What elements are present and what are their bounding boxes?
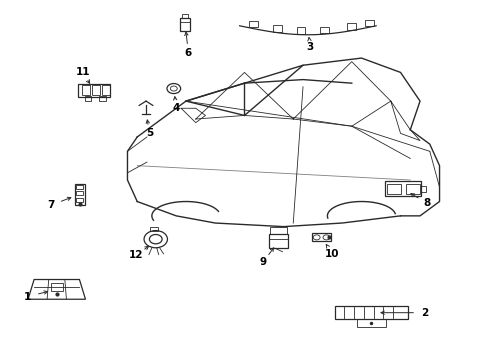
Text: 8: 8 <box>423 198 430 208</box>
Bar <box>102 85 110 95</box>
Text: 5: 5 <box>145 129 153 138</box>
Bar <box>405 184 419 194</box>
Bar <box>180 18 189 31</box>
Text: 7: 7 <box>47 200 55 210</box>
Bar <box>273 25 282 32</box>
Bar <box>51 283 62 291</box>
Text: 6: 6 <box>184 48 192 58</box>
Bar <box>356 319 385 327</box>
Bar <box>99 96 106 102</box>
Bar <box>76 198 83 202</box>
Bar <box>420 186 426 192</box>
Bar <box>92 85 100 95</box>
Bar <box>296 27 305 33</box>
Text: 3: 3 <box>306 42 313 52</box>
Text: 4: 4 <box>172 103 180 113</box>
Bar <box>81 85 89 95</box>
Bar <box>386 184 400 194</box>
Bar <box>78 84 110 97</box>
Bar <box>248 21 257 27</box>
Bar <box>364 20 373 26</box>
Bar <box>76 191 83 195</box>
Text: 2: 2 <box>421 308 427 318</box>
Bar <box>319 27 328 33</box>
Text: 12: 12 <box>129 250 143 260</box>
Bar <box>76 185 83 189</box>
Bar <box>385 181 420 197</box>
Text: 10: 10 <box>325 248 339 258</box>
Bar <box>312 233 330 241</box>
Bar <box>84 96 91 102</box>
Bar <box>346 23 355 30</box>
Text: 11: 11 <box>75 67 90 77</box>
Bar <box>268 234 288 248</box>
Bar <box>269 227 287 234</box>
Bar <box>150 227 158 231</box>
Bar <box>334 306 407 319</box>
Bar <box>75 184 84 205</box>
Text: 9: 9 <box>259 257 266 267</box>
Text: 1: 1 <box>24 292 31 302</box>
Bar <box>182 14 187 18</box>
